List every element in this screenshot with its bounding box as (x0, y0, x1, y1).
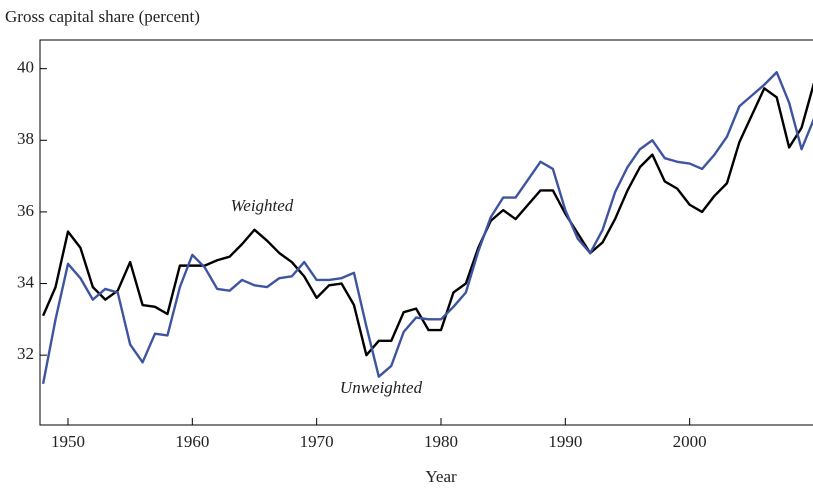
plot-frame (39, 39, 813, 426)
x-tick-label: 1970 (300, 432, 334, 451)
x-tick-label: 1950 (51, 432, 85, 451)
series-annotation: Weighted (231, 196, 294, 215)
y-tick-label: 40 (17, 58, 34, 77)
y-tick-label: 38 (17, 129, 34, 148)
x-tick-label: 1960 (175, 432, 209, 451)
y-tick-label: 34 (17, 272, 35, 291)
y-axis-title: Gross capital share (percent) (5, 7, 200, 26)
series-line (42, 82, 813, 357)
y-tick-label: 36 (17, 201, 34, 220)
x-axis-title: Year (425, 467, 457, 486)
series-annotation: Unweighted (340, 378, 423, 397)
series-line (41, 71, 813, 385)
x-tick-label: 2000 (673, 432, 707, 451)
x-tick-label: 1980 (424, 432, 458, 451)
y-tick-label: 32 (17, 344, 34, 363)
x-tick-label: 1990 (548, 432, 582, 451)
